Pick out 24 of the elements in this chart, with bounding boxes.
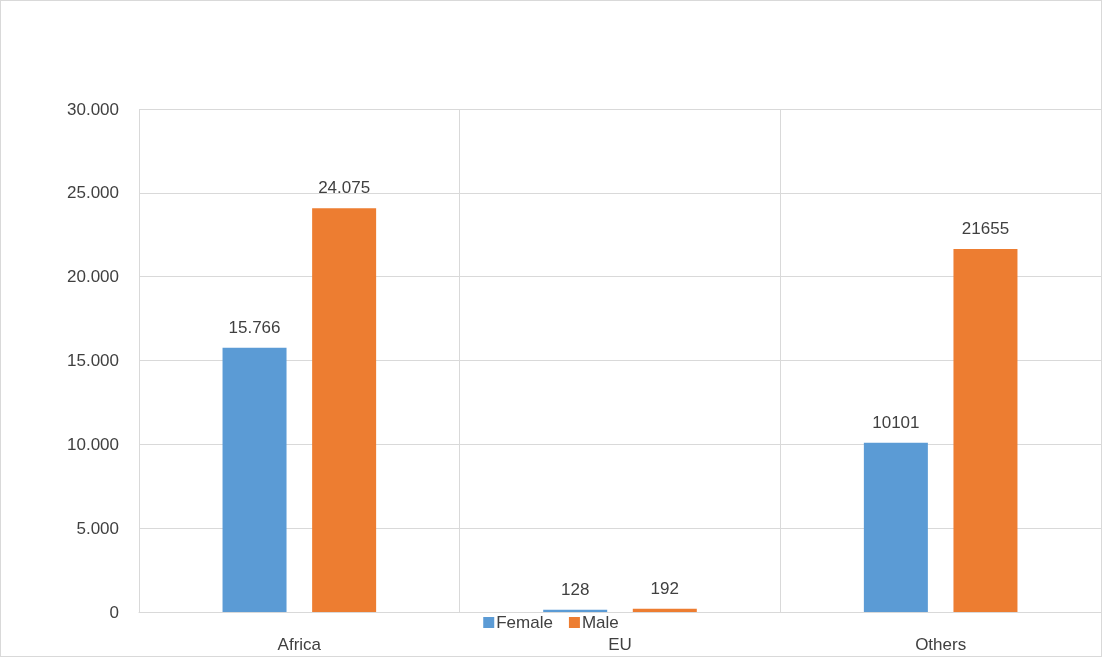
data-label: 128 — [561, 579, 590, 599]
bar — [222, 347, 287, 612]
x-tick-label: Africa — [277, 635, 322, 654]
bar — [543, 609, 608, 612]
y-tick-label: 10.000 — [67, 434, 119, 454]
data-label: 15.766 — [228, 317, 281, 337]
legend-label: Female — [496, 613, 553, 632]
x-tick-label: EU — [608, 635, 632, 654]
data-label: 21655 — [961, 218, 1010, 238]
legend-label: Male — [581, 613, 619, 632]
bar — [953, 248, 1018, 612]
bar — [863, 442, 928, 612]
bar — [312, 208, 377, 612]
bar — [632, 608, 697, 612]
data-label: 10101 — [872, 412, 920, 432]
y-tick-label: 25.000 — [67, 183, 119, 203]
y-tick-label: 30.000 — [67, 99, 119, 119]
y-tick-label: 20.000 — [67, 267, 119, 287]
data-label: 24.075 — [318, 178, 371, 198]
data-label: 192 — [650, 578, 679, 598]
y-tick-label: 5.000 — [76, 518, 119, 538]
y-tick-label: 15.000 — [67, 351, 119, 370]
y-tick-label: 0 — [109, 602, 119, 622]
x-tick-label: Others — [915, 635, 967, 654]
